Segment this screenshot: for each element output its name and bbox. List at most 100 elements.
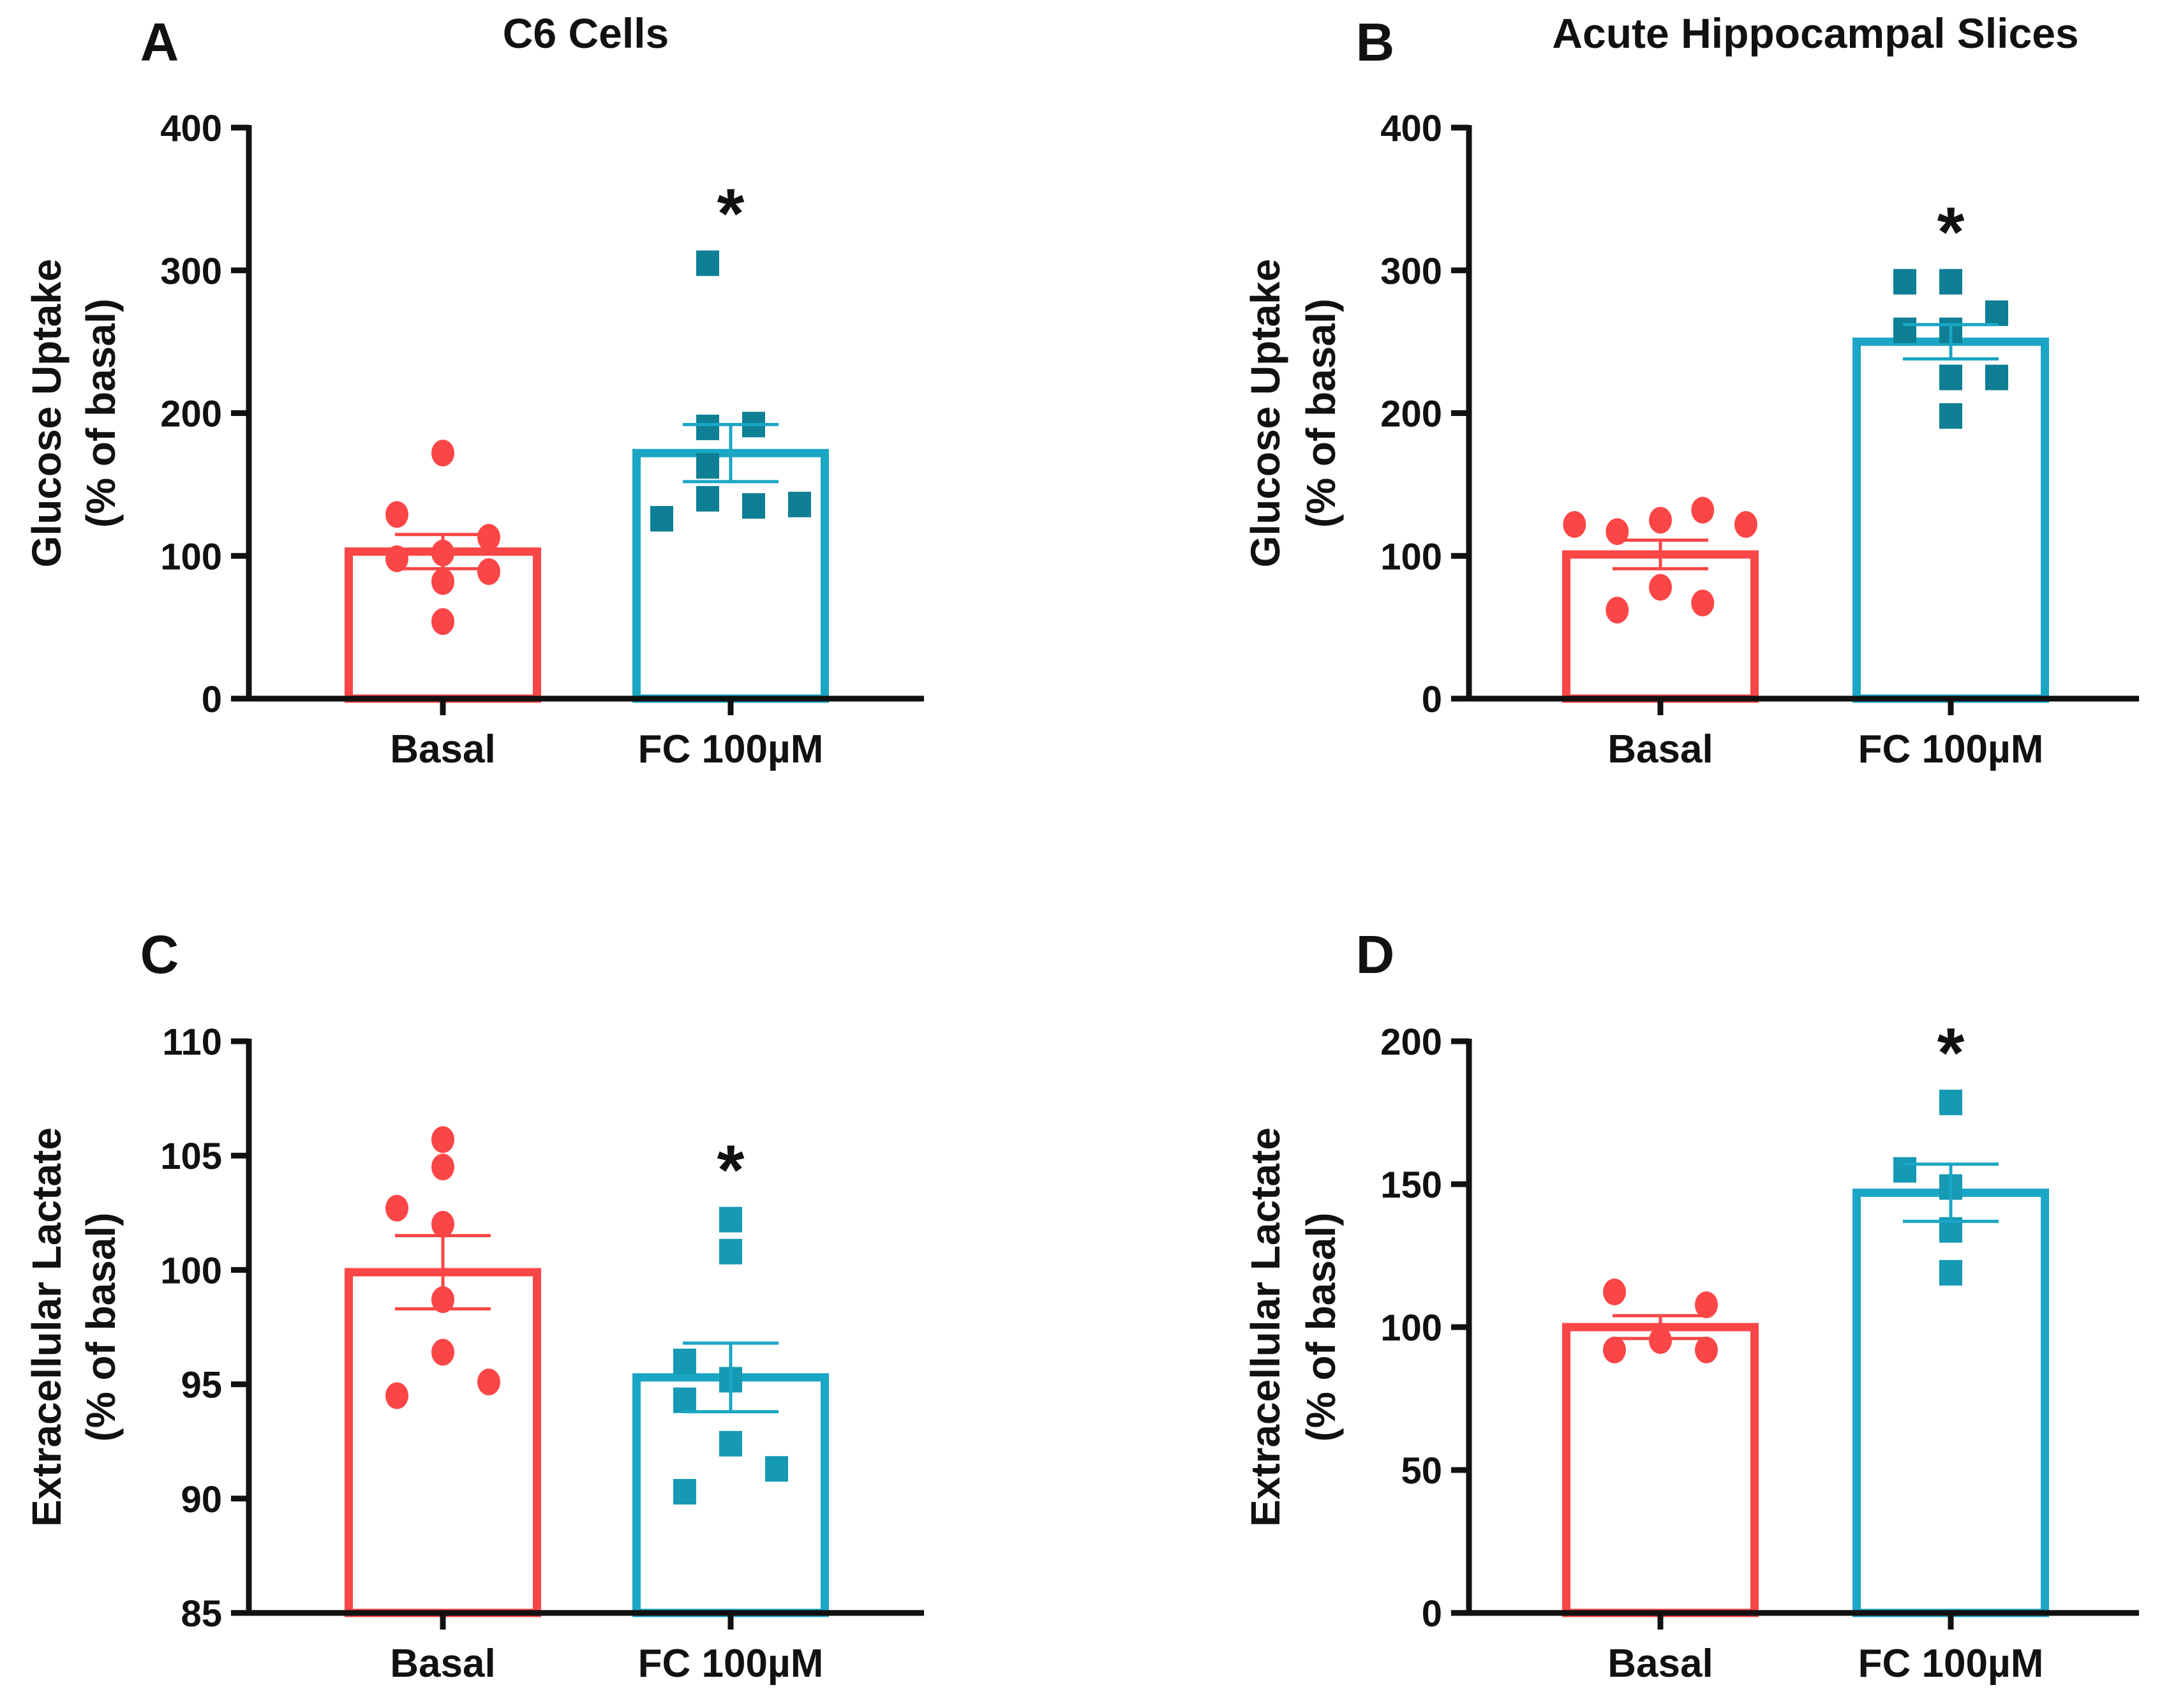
data-point-fc xyxy=(673,1479,696,1505)
y-tick-label: 90 xyxy=(181,1479,222,1520)
data-point-basal xyxy=(477,558,500,585)
y-tick-label: 400 xyxy=(1380,108,1442,149)
data-point-basal xyxy=(1606,597,1629,624)
panel-c: C Extracellular Lactate (% of basal) 85 90 95… xyxy=(24,925,924,1686)
x-tick-label: FC 100µM xyxy=(638,1642,824,1686)
data-point-fc xyxy=(650,506,673,532)
data-point-fc xyxy=(719,1238,742,1265)
panel-d: D Extracellular Lactate (% of basal) 0 50 100… xyxy=(1242,925,2139,1686)
x-tick-label: FC 100µM xyxy=(638,727,824,771)
panel-letter: B xyxy=(1356,12,1395,72)
y-tick-label: 105 xyxy=(160,1136,222,1177)
data-point-fc xyxy=(1939,1259,1962,1286)
data-point-basal xyxy=(477,524,500,551)
data-point-basal xyxy=(431,568,454,595)
bar-basal xyxy=(1562,1323,1759,1617)
y-axis-label: Extracellular Lactate xyxy=(24,1127,70,1527)
data-point-basal xyxy=(1606,518,1629,546)
y-axis-label-units: (% of basal) xyxy=(1298,1212,1344,1441)
data-point-basal xyxy=(1734,511,1757,538)
y-tick-label: 200 xyxy=(1380,394,1442,435)
panel-a: A C6 Cells Glucose Uptake (% of basal) 0 100 2… xyxy=(24,10,924,771)
y-tick-label: 95 xyxy=(181,1365,222,1406)
data-point-basal xyxy=(1563,511,1586,538)
data-point-fc xyxy=(696,250,719,276)
panel-letter: C xyxy=(140,925,179,984)
bar-fc xyxy=(1852,338,2049,703)
bar-fc xyxy=(632,449,829,703)
data-point-basal xyxy=(431,608,454,635)
data-point-basal xyxy=(385,1382,408,1409)
data-point-fc xyxy=(1893,317,1916,343)
significance-marker: * xyxy=(717,175,745,253)
data-point-basal xyxy=(1603,1278,1626,1305)
data-point-basal xyxy=(1695,1291,1718,1319)
y-tick-label: 50 xyxy=(1401,1450,1442,1492)
data-point-basal xyxy=(385,1194,408,1222)
data-point-basal xyxy=(1691,496,1715,524)
y-tick-label: 300 xyxy=(1380,251,1442,292)
panel-title: Acute Hippocampal Slices xyxy=(1552,10,2078,57)
x-tick-label: Basal xyxy=(390,1642,495,1686)
data-point-basal xyxy=(1691,590,1715,617)
y-axis-label-units: (% of basal) xyxy=(78,299,124,528)
y-tick-label: 85 xyxy=(181,1593,222,1635)
x-tick-label: Basal xyxy=(1607,1642,1713,1686)
data-point-fc xyxy=(1893,1157,1916,1183)
significance-marker: * xyxy=(1937,1014,1965,1092)
data-point-fc xyxy=(673,1348,696,1374)
data-point-fc xyxy=(742,493,765,519)
data-point-basal xyxy=(431,440,454,467)
data-point-fc xyxy=(696,486,719,512)
y-tick-label: 100 xyxy=(160,536,222,577)
panel-letter: D xyxy=(1356,925,1395,984)
significance-marker: * xyxy=(717,1131,745,1210)
data-point-fc xyxy=(696,414,719,440)
data-point-basal xyxy=(431,1339,454,1366)
data-point-fc xyxy=(719,1207,742,1233)
data-point-fc xyxy=(1985,300,2008,326)
y-tick-label: 100 xyxy=(1380,1307,1442,1349)
data-point-basal xyxy=(1603,1336,1626,1363)
y-tick-label: 150 xyxy=(1380,1164,1442,1206)
x-tick-label: FC 100µM xyxy=(1858,1642,2044,1686)
data-point-basal xyxy=(1695,1336,1718,1363)
data-point-fc xyxy=(719,1430,742,1457)
data-point-fc xyxy=(673,1387,696,1413)
data-point-basal xyxy=(1649,574,1672,601)
data-point-fc xyxy=(1939,364,1962,390)
y-tick-label: 100 xyxy=(1380,536,1442,577)
significance-marker: * xyxy=(1937,193,1965,272)
y-tick-label: 0 xyxy=(1422,1593,1442,1635)
x-tick-label: Basal xyxy=(390,727,495,771)
y-tick-label: 300 xyxy=(160,251,222,292)
data-point-fc xyxy=(1939,269,1962,295)
data-point-basal xyxy=(431,1154,454,1181)
data-point-basal xyxy=(431,1210,454,1238)
data-point-basal xyxy=(477,1369,500,1396)
data-point-fc xyxy=(788,491,811,517)
data-point-fc xyxy=(765,1456,788,1482)
data-point-fc xyxy=(1939,403,1962,429)
panel-letter: A xyxy=(140,12,179,72)
y-tick-label: 0 xyxy=(1422,679,1442,720)
data-point-basal xyxy=(385,501,408,528)
bar-basal xyxy=(345,1268,541,1617)
panel-b: B Acute Hippocampal Slices Glucose Uptake(… xyxy=(1242,10,2139,771)
panel-title: C6 Cells xyxy=(503,10,669,57)
y-axis-label: Extracellular Lactate xyxy=(1242,1127,1288,1527)
x-tick-label: FC 100µM xyxy=(1858,727,2044,771)
data-point-basal xyxy=(1649,507,1672,534)
y-tick-label: 200 xyxy=(160,394,222,435)
y-tick-label: 100 xyxy=(160,1250,222,1291)
y-axis-label-units: (% of basal) xyxy=(1298,299,1344,528)
data-point-basal xyxy=(431,1126,454,1154)
bar-fc xyxy=(1852,1188,2049,1617)
data-point-fc xyxy=(696,453,719,479)
y-tick-label: 0 xyxy=(202,679,222,720)
y-axis-label-units: (% of basal) xyxy=(78,1212,124,1441)
y-tick-label: 400 xyxy=(160,108,222,149)
x-tick-label: Basal xyxy=(1607,727,1713,771)
data-point-fc xyxy=(1985,364,2008,390)
